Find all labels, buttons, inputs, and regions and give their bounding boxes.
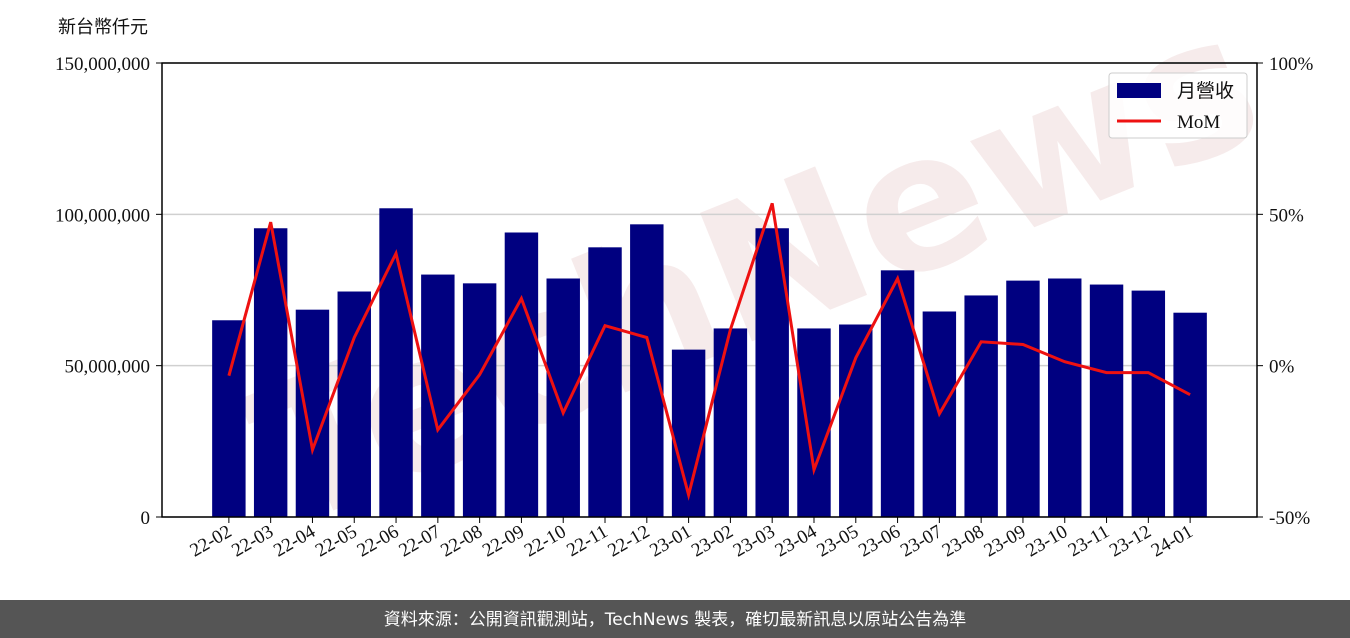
bar [295,309,330,517]
y2-tick-label: 100% [1269,54,1314,75]
y2-tick-label: -50% [1269,508,1310,529]
x-tick-label: 24-01 [1148,521,1197,561]
legend-swatch [1117,83,1161,98]
bar [1131,290,1166,517]
bar [1173,312,1207,517]
x-tick-label: 22-09 [479,521,528,561]
bar [1089,284,1124,517]
y-axis-unit: 新台幣仟元 [58,17,148,38]
line [227,202,1191,501]
x-tick-label: 22-03 [228,521,277,561]
y-tick-label: 100,000,000 [55,205,150,226]
footer-text: 資料來源：公開資訊觀測站，TechNews 製表，確切最新訊息以原站公告為準 [384,610,966,630]
bar [1048,278,1082,517]
x-tick-label: 23-01 [646,521,695,561]
y-tick-label: 150,000,000 [55,54,150,75]
bar [588,247,622,517]
bar [713,328,748,517]
x-tick-label: 23-04 [772,521,821,562]
x-tick-label: 23-05 [813,521,862,561]
x-tick-label: 23-03 [730,521,779,561]
bar [630,224,664,517]
x-tick-label: 23-07 [897,521,946,561]
x-tick-label: 22-02 [186,521,235,561]
bar [880,270,915,517]
bar [839,324,873,517]
bar [1006,280,1040,517]
bar [546,278,580,517]
x-tick-label: 23-02 [688,521,737,561]
y-tick-label: 50,000,000 [65,357,151,378]
bar [504,232,539,517]
bar [462,283,497,517]
bar [797,328,831,517]
x-tick-label: 22-10 [521,521,570,561]
legend-label: 月營收 [1177,80,1234,102]
bar [212,320,246,517]
x-tick-label: 22-08 [437,521,486,561]
bar [337,291,371,517]
y2-tick-label: 50% [1269,205,1304,226]
footer-bar [0,600,1350,638]
x-tick-label: 23-09 [981,521,1030,561]
bar [964,295,998,517]
x-tick-label: 22-12 [604,521,653,561]
plot-frame [161,62,1258,518]
legend-label: MoM [1177,112,1220,133]
x-tick-label: 23-12 [1106,521,1155,561]
x-tick-label: 23-06 [855,521,904,561]
bar [253,228,288,518]
x-tick-label: 23-08 [939,521,988,561]
x-tick-label: 22-11 [563,521,611,561]
legend: 月營收 MoM [1108,72,1248,139]
x-tick-label: 23-11 [1065,521,1113,561]
x-tick-label: 23-10 [1022,521,1071,561]
y-tick-label: 0 [141,508,151,529]
bar [421,274,455,517]
y2-tick-label: 0% [1269,357,1295,378]
